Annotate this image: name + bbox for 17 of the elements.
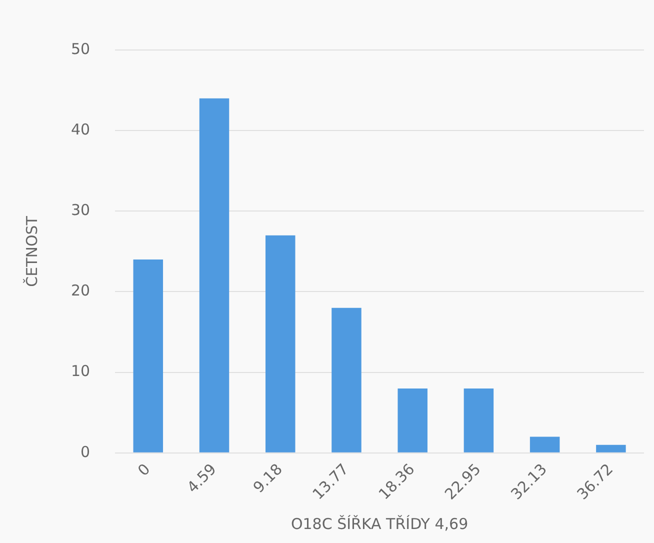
bar: [596, 444, 626, 452]
bar: [199, 98, 230, 452]
x-tick-label: 0: [134, 460, 154, 480]
y-tick-label: 50: [70, 40, 90, 58]
bar: [133, 260, 164, 452]
y-tick-label: 10: [70, 362, 90, 380]
y-axis-title: ČETNOST: [22, 215, 41, 287]
bar: [464, 388, 494, 452]
y-tick-label: 40: [70, 120, 90, 138]
bar: [530, 436, 560, 452]
y-tick-label: 30: [70, 201, 90, 220]
bar: [265, 235, 296, 452]
y-tick-label: 0: [80, 442, 90, 461]
bar: [398, 388, 428, 452]
y-tick-label: 20: [70, 282, 90, 300]
bar: [332, 308, 362, 452]
x-axis-title: O18C ŠÍŘKA TŘÍDY 4,69: [290, 514, 468, 533]
